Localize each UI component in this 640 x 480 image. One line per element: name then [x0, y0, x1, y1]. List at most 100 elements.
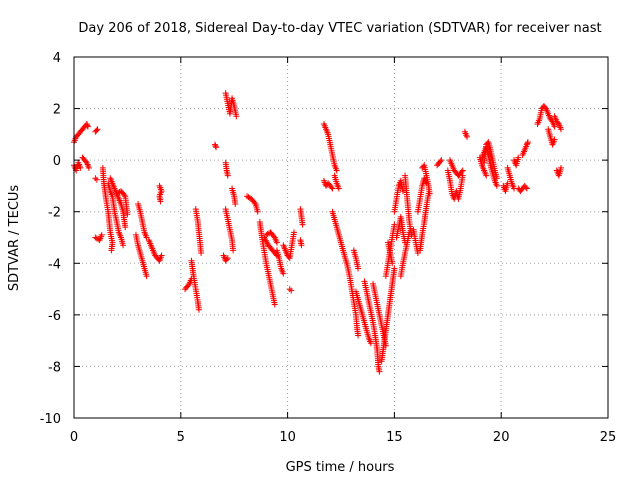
data-point [493, 182, 500, 189]
data-point [232, 200, 239, 207]
x-axis-label: GPS time / hours [286, 460, 395, 475]
data-point [328, 184, 335, 191]
data-point [93, 176, 100, 183]
data-point [82, 158, 89, 165]
data-point [94, 126, 101, 133]
data-point [198, 249, 205, 256]
data-point [391, 265, 398, 272]
y-axis-ticks: -10 -8 -6 -4 -2 0 2 4 [40, 51, 608, 427]
data-point [85, 164, 92, 171]
data-point [541, 104, 548, 111]
data-point [524, 140, 531, 147]
data-point [158, 252, 165, 259]
data-point [254, 208, 261, 215]
data-point [77, 164, 84, 171]
data-point [551, 136, 558, 143]
y-tick-label: -8 [48, 360, 61, 375]
data-point [523, 185, 530, 192]
data-point [426, 190, 433, 197]
data-point [223, 256, 230, 263]
data-point [376, 368, 383, 375]
data-point [523, 141, 530, 148]
data-point [212, 142, 219, 149]
data-point [524, 139, 531, 146]
data-point [270, 233, 277, 240]
data-point [551, 123, 558, 130]
y-tick-label: -2 [48, 206, 61, 221]
data-point [224, 255, 231, 262]
x-tick-label: 5 [177, 430, 185, 445]
y-tick-label: 4 [53, 51, 61, 66]
data-point [122, 224, 129, 231]
data-point [120, 242, 127, 249]
data-point [333, 167, 340, 174]
data-point [271, 301, 278, 308]
y-tick-label: -6 [48, 309, 61, 324]
data-point [298, 242, 305, 249]
data-point [195, 306, 202, 313]
data-point [185, 282, 192, 289]
x-tick-label: 20 [493, 430, 510, 445]
x-tick-label: 10 [279, 430, 296, 445]
x-axis-ticks: 0 5 10 15 20 25 [70, 57, 616, 445]
data-point [224, 172, 231, 179]
data-point [98, 231, 105, 238]
data-point [367, 340, 374, 347]
data-point [92, 175, 99, 182]
data-point [233, 113, 240, 120]
data-point [464, 133, 471, 140]
data-point [408, 231, 415, 238]
x-tick-label: 25 [600, 430, 617, 445]
data-point [157, 198, 164, 205]
data-point [522, 184, 529, 191]
y-tick-label: -4 [48, 257, 61, 272]
data-point [108, 247, 115, 254]
y-tick-label: -10 [40, 412, 61, 427]
data-point [483, 172, 490, 179]
axes [73, 56, 609, 419]
chart-title: Day 206 of 2018, Sidereal Day-to-day VTE… [78, 21, 601, 36]
data-point [273, 239, 280, 246]
data-point [285, 253, 292, 260]
data-point [280, 270, 287, 277]
data-point [554, 119, 561, 126]
x-tick-label: 0 [70, 430, 78, 445]
data-point [83, 121, 90, 128]
grid-lines [74, 57, 608, 418]
data-point [211, 141, 218, 148]
data-point [458, 168, 465, 175]
y-tick-label: 2 [53, 103, 61, 118]
data-point [84, 122, 91, 129]
data-point [558, 164, 565, 171]
y-axis-label: SDTVAR / TECUs [7, 185, 22, 292]
data-point [558, 126, 565, 133]
data-point [291, 229, 298, 236]
data-point [286, 286, 293, 293]
data-point [93, 127, 100, 134]
data-point [121, 191, 128, 198]
data-point [84, 123, 91, 130]
data-point [515, 154, 522, 161]
data-point [251, 199, 258, 206]
data-point [329, 185, 336, 192]
data-point [493, 175, 500, 182]
data-point [437, 158, 444, 165]
data-point [355, 332, 362, 339]
x-tick-label: 15 [386, 430, 403, 445]
data-point [124, 211, 131, 218]
data-point [288, 287, 295, 294]
data-point [213, 144, 220, 151]
data-points [71, 90, 565, 375]
y-tick-label: 0 [53, 154, 61, 169]
data-point [438, 157, 445, 164]
data-point [335, 185, 342, 192]
data-point [230, 247, 237, 254]
data-point [459, 167, 466, 174]
data-point [299, 221, 306, 228]
data-point [399, 188, 406, 195]
plot-frame [73, 56, 609, 419]
data-point [391, 221, 398, 228]
data-point [143, 273, 150, 280]
data-point [355, 265, 362, 272]
